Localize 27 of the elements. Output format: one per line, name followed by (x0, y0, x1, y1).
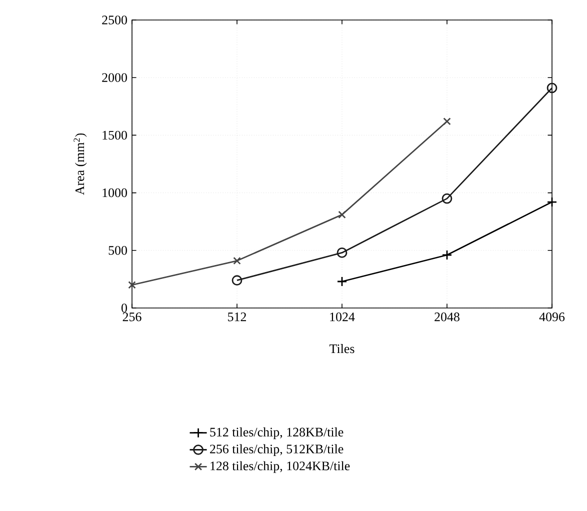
y-tick-label: 1000 (102, 188, 127, 198)
point (442, 250, 452, 260)
point (442, 193, 452, 204)
x-tick-label: 4096 (539, 312, 565, 322)
x-tick-label: 1024 (330, 312, 355, 322)
point (338, 210, 346, 219)
y-tick-label: 2000 (102, 73, 127, 82)
x-axis-title: Tiles (330, 344, 354, 354)
y-axis-title: Area (mm$^{2}$) (74, 133, 87, 195)
point (443, 118, 451, 126)
y-tick-label: 2500 (102, 16, 127, 24)
point (128, 281, 136, 289)
point (336, 248, 348, 258)
x-tick-label: 2048 (434, 312, 460, 322)
point (546, 196, 558, 208)
y-tick-label: 500 (108, 246, 127, 255)
point (336, 276, 348, 287)
point (232, 275, 242, 286)
legend-label: 512 tiles/chip, 128KB/tile (210, 427, 344, 440)
point (546, 82, 558, 94)
x-tick-label: 512 (228, 312, 246, 322)
legend-label: 128 tiles/chip, 1024KB/tile (210, 461, 350, 473)
y-tick-label: 1500 (102, 130, 127, 140)
point (233, 256, 241, 265)
y-tick-label: 0 (122, 304, 127, 312)
legend-label: 256 tiles/chip, 512KB/tile (210, 444, 344, 456)
x-tick-label: 256 (122, 312, 142, 322)
